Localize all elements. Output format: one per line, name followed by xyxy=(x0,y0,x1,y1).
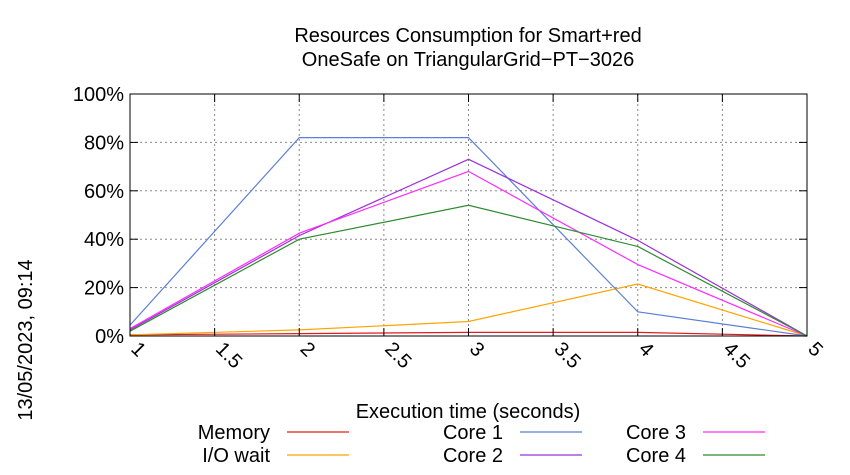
legend-label: Core 3 xyxy=(626,422,686,444)
x-axis-label: Execution time (seconds) xyxy=(356,401,581,423)
chart-title-line-1: Resources Consumption for Smart+red xyxy=(294,25,641,47)
chart-title-line-2: OneSafe on TriangularGrid−PT−3026 xyxy=(302,49,634,71)
y-tick-label: 40% xyxy=(84,229,124,251)
legend-label: Memory xyxy=(198,422,270,444)
x-tick-label: 3.5 xyxy=(550,338,585,373)
series-line-core-3 xyxy=(129,170,808,337)
legend-label: Core 2 xyxy=(443,445,503,467)
y-tick-label: 0% xyxy=(95,326,124,348)
y-tick-label: 80% xyxy=(84,132,124,154)
legend-label: I/O wait xyxy=(202,445,270,467)
x-tick-label: 1.5 xyxy=(211,338,246,373)
x-tick-label: 4.5 xyxy=(719,338,754,373)
legend-label: Core 1 xyxy=(443,422,503,444)
x-tick-label: 3 xyxy=(465,338,488,361)
series-line-i-o-wait xyxy=(129,283,808,337)
series-line-core-2 xyxy=(129,158,808,337)
y-tick-label: 20% xyxy=(84,278,124,300)
axis-ticks: 0% 20% 40% 60% 80% 100% 1 1.5 2 2.5 3 3.5 4 4.5 5 xyxy=(73,84,827,373)
x-tick-label: 2.5 xyxy=(380,338,415,373)
x-tick-label: 4 xyxy=(634,338,657,361)
y-tick-label: 60% xyxy=(84,181,124,203)
x-tick-label: 1 xyxy=(126,338,149,361)
x-tick-label: 2 xyxy=(296,338,319,361)
series-line-core-4 xyxy=(129,204,808,337)
series-line-core-1 xyxy=(129,137,808,337)
series-lines xyxy=(129,137,808,337)
y-tick-label: 100% xyxy=(73,84,124,106)
x-tick-label: 5 xyxy=(803,338,826,361)
grid-lines xyxy=(130,94,807,336)
legend-label: Core 4 xyxy=(626,445,686,467)
timestamp-label: 13/05/2023, 09:14 xyxy=(15,259,37,420)
